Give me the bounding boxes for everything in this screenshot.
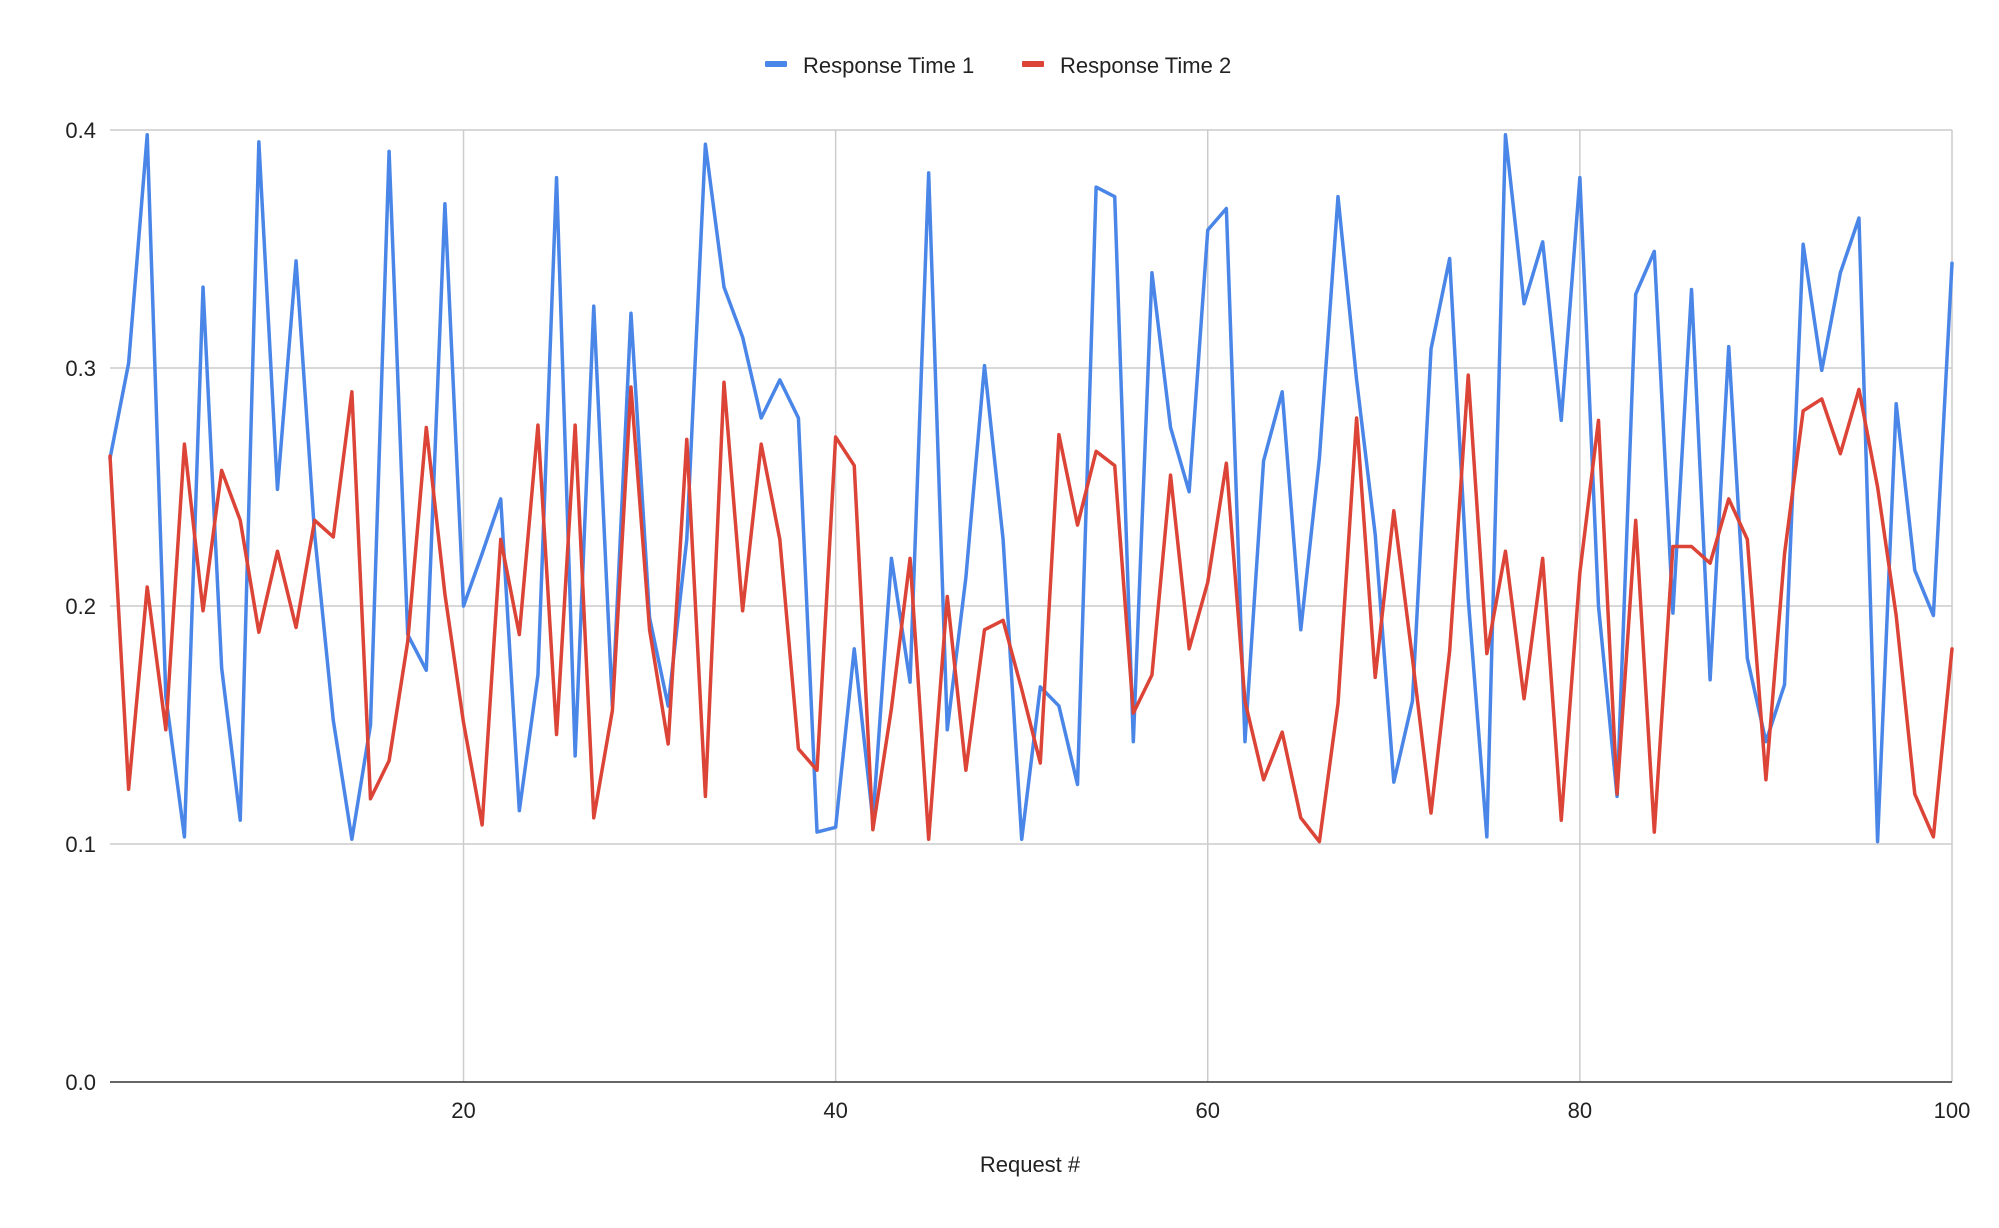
legend-label-response-time-1: Response Time 1 [803,53,974,78]
y-tick-label: 0.4 [65,118,96,143]
x-tick-label: 60 [1196,1098,1220,1123]
x-axis-title: Request # [980,1152,1081,1177]
y-tick-label: 0.0 [65,1070,96,1095]
y-tick-label: 0.2 [65,594,96,619]
x-tick-label: 100 [1934,1098,1971,1123]
y-tick-label: 0.1 [65,832,96,857]
y-tick-label: 0.3 [65,356,96,381]
x-tick-label: 80 [1568,1098,1592,1123]
legend-label-response-time-2: Response Time 2 [1060,53,1231,78]
legend: Response Time 1 Response Time 2 [765,53,1231,78]
series-line-response-time-2[interactable] [108,373,1954,844]
legend-item-response-time-2[interactable]: Response Time 2 [1022,53,1231,78]
legend-swatch-response-time-2 [1022,61,1044,67]
x-tick-label: 40 [823,1098,847,1123]
series-layer [108,133,1954,844]
legend-item-response-time-1[interactable]: Response Time 1 [765,53,974,78]
series-line-response-time-1[interactable] [108,133,1954,844]
x-tick-label: 20 [451,1098,475,1123]
axes: 0.0 0.1 0.2 0.3 0.4 20 40 60 80 100 [65,118,1970,1123]
legend-swatch-response-time-1 [765,61,787,67]
